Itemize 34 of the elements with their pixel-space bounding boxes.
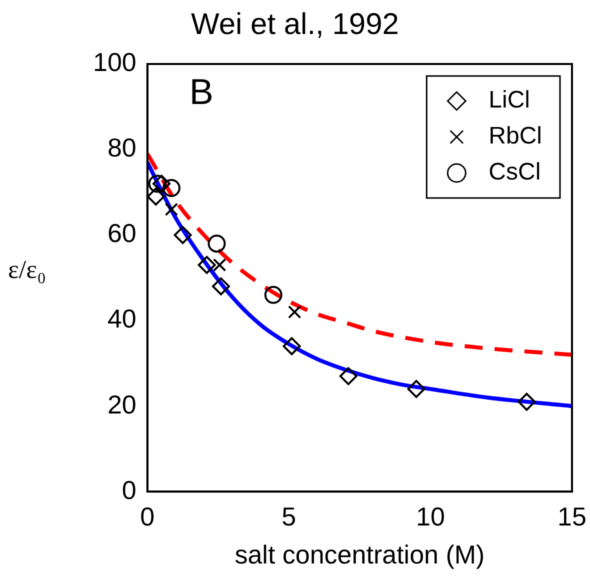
point — [162, 179, 180, 198]
line-series — [147, 152, 572, 357]
x-axis-title: salt concentration (M) — [234, 540, 485, 570]
chart-title: Wei et al., 1992 — [190, 8, 400, 42]
point — [198, 256, 216, 274]
point — [212, 258, 226, 272]
point — [174, 226, 192, 244]
x-tick-label: 15 — [558, 501, 586, 532]
y-tick-label: 80 — [107, 132, 136, 163]
point — [288, 305, 302, 319]
legend-label: RbCl — [488, 122, 542, 150]
legend-label: CsCl — [488, 158, 541, 186]
point — [518, 392, 536, 411]
point — [147, 188, 165, 206]
point — [152, 174, 171, 193]
annotation: B — [189, 70, 214, 112]
point — [264, 286, 282, 304]
point — [164, 202, 178, 216]
y-tick-label: 100 — [92, 47, 136, 78]
point — [407, 380, 426, 398]
y-axis-title: ε/ε₀ — [8, 255, 46, 285]
y-tick-label: 60 — [107, 218, 136, 248]
y-tick-label: 40 — [107, 304, 136, 334]
point — [212, 277, 230, 296]
x-tick-label: 0 — [140, 501, 155, 532]
y-tick-label: 0 — [122, 474, 136, 505]
point — [339, 367, 358, 386]
x-tick-label: 5 — [282, 501, 296, 532]
point — [148, 174, 166, 193]
point — [208, 234, 226, 253]
point — [282, 337, 301, 356]
x-tick-label: 10 — [416, 501, 445, 532]
legend-label: LiCl — [488, 86, 530, 114]
y-tick-label: 20 — [107, 389, 136, 420]
